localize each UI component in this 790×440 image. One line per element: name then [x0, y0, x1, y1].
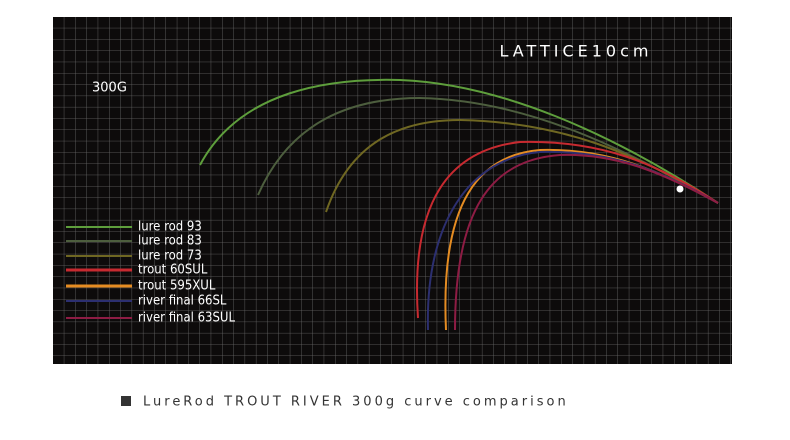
- lattice-title: LATTICE10cm: [500, 42, 653, 61]
- legend-label: trout 595XUL: [138, 279, 216, 294]
- load-label: 300G: [92, 81, 127, 96]
- caption-marker: [121, 396, 131, 406]
- curve: [416, 140, 719, 319]
- legend-label: lure rod 93: [138, 220, 202, 235]
- curves: [199, 78, 719, 331]
- curve: [454, 153, 719, 331]
- legend-label: lure rod 73: [138, 249, 202, 264]
- legend-label: trout 60SUL: [138, 263, 208, 278]
- tip-dot: [676, 185, 684, 193]
- curve: [199, 78, 719, 204]
- lattice: [53, 17, 732, 364]
- legend-label: river final 63SUL: [138, 311, 235, 326]
- legend-label: lure rod 83: [138, 234, 202, 249]
- legend-label: river final 66SL: [138, 294, 227, 309]
- caption: LureRod TROUT RIVER 300g curve compariso…: [143, 395, 569, 410]
- curve: [257, 96, 719, 204]
